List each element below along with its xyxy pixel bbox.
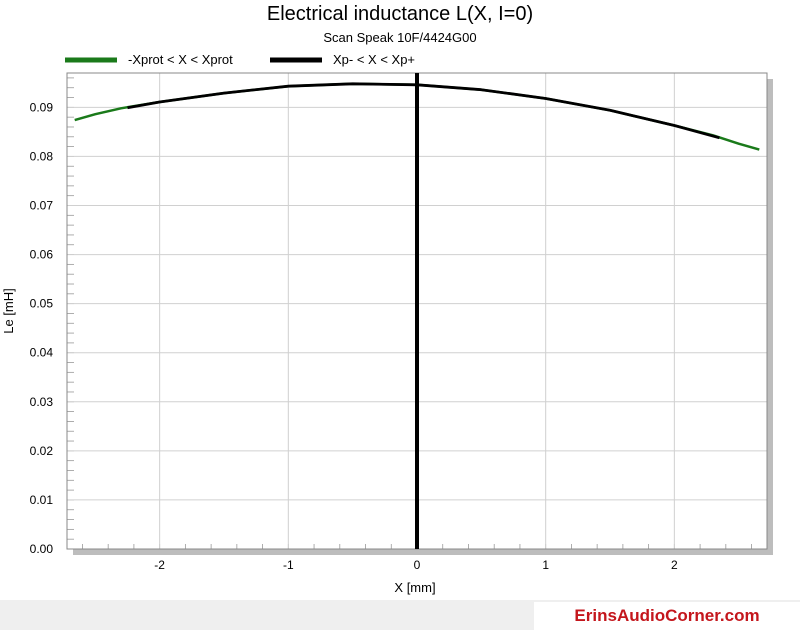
y-tick-label: 0.05 [30,297,54,311]
x-tick-label: 1 [542,558,549,572]
y-tick-label: 0.03 [30,395,54,409]
y-tick-label: 0.01 [30,493,54,507]
x-tick-label: -1 [283,558,294,572]
chart-title: Electrical inductance L(X, I=0) [267,3,533,25]
y-tick-label: 0.04 [30,346,54,360]
y-tick-label: 0.06 [30,248,54,262]
legend-label-1: -Xprot < X < Xprot [128,52,233,67]
chart-subtitle: Scan Speak 10F/4424G00 [323,30,476,45]
footer-brand: ErinsAudioCorner.com [534,602,800,630]
y-tick-label: 0.09 [30,100,54,114]
x-tick-label: -2 [154,558,165,572]
y-tick-label: 0.00 [30,542,54,556]
y-axis-label: Le [mH] [1,288,16,334]
y-tick-label: 0.02 [30,444,54,458]
series-line-2 [127,82,720,140]
x-tick-label: 2 [671,558,678,572]
chart: Electrical inductance L(X, I=0) Scan Spe… [1,3,773,595]
legend: -Xprot < X < Xprot Xp- < X < Xp+ [65,52,415,67]
x-axis-label: X [mm] [394,580,435,595]
y-tick-label: 0.07 [30,198,54,212]
plot-area: 0.00 0.01 0.02 0.03 0.04 0.05 0.06 0.07 0.08 0.09… [30,72,773,572]
x-tick-label: 0 [414,558,421,572]
legend-label-2: Xp- < X < Xp+ [333,52,415,67]
y-tick-label: 0.08 [30,149,54,163]
